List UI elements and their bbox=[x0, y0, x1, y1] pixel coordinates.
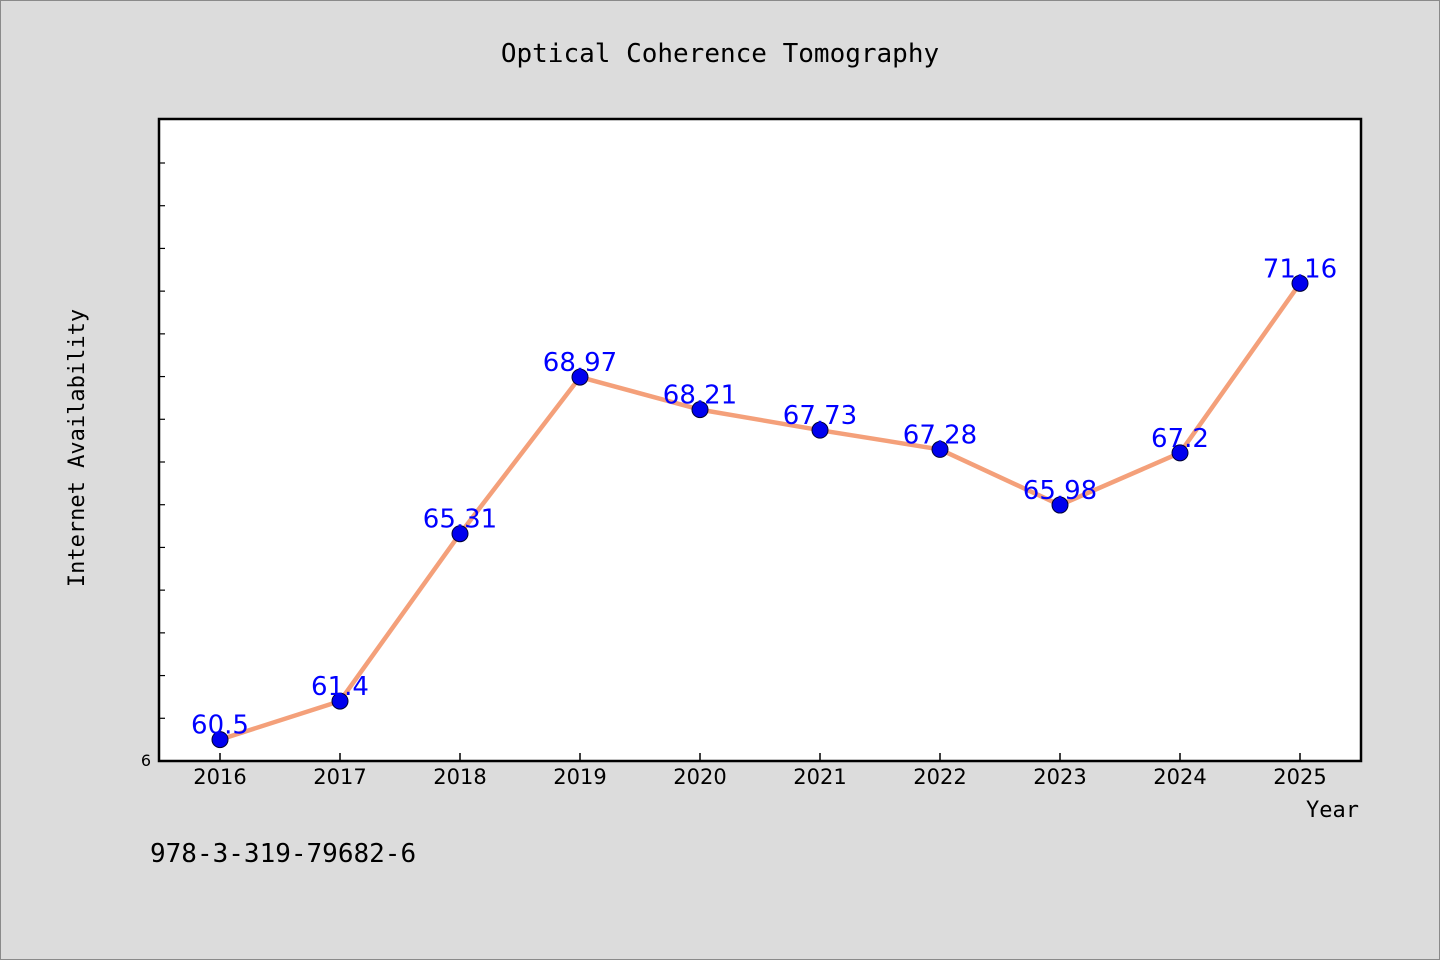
data-label: 67.73 bbox=[783, 401, 857, 431]
data-label: 68.97 bbox=[543, 348, 617, 378]
data-point bbox=[451, 525, 469, 543]
data-point bbox=[1051, 496, 1069, 514]
data-label: 67.2 bbox=[1151, 424, 1209, 454]
x-tick-label: 2022 bbox=[913, 765, 966, 789]
x-tick-label: 2018 bbox=[433, 765, 486, 789]
x-tick-label: 2017 bbox=[313, 765, 366, 789]
x-tick-label: 2025 bbox=[1273, 765, 1326, 789]
y-tick-label: 6 bbox=[141, 751, 151, 770]
data-point bbox=[691, 401, 709, 419]
data-label: 60.5 bbox=[191, 711, 249, 741]
x-tick-label: 2023 bbox=[1033, 765, 1086, 789]
data-label: 61.4 bbox=[311, 672, 369, 702]
y-axis-ticks: 6 bbox=[141, 162, 165, 770]
data-point bbox=[331, 692, 349, 710]
data-point bbox=[571, 368, 589, 386]
series-line: 60.5 61.4 65.31 68.97 68.21 67.73 67.28 65.98 67… bbox=[191, 254, 1337, 749]
data-label: 71.16 bbox=[1263, 254, 1337, 284]
footnote-isbn: 978-3-319-79682-6 bbox=[150, 839, 416, 869]
data-label: 67.28 bbox=[903, 420, 977, 450]
data-label: 68.21 bbox=[663, 381, 737, 411]
data-point bbox=[211, 731, 229, 749]
y-axis-label: Internet Availability bbox=[65, 309, 90, 587]
x-axis-ticks: 2016 2017 2018 2019 2020 2021 2022 2023 2024 2025 bbox=[193, 753, 1327, 789]
x-tick-label: 2024 bbox=[1153, 765, 1206, 789]
plot-area bbox=[157, 117, 1363, 763]
x-axis-label: Year bbox=[1306, 798, 1359, 823]
data-label: 65.31 bbox=[423, 505, 497, 535]
data-point bbox=[1171, 444, 1189, 462]
chart-title: Optical Coherence Tomography bbox=[501, 39, 939, 69]
x-tick-label: 2020 bbox=[673, 765, 726, 789]
data-point bbox=[811, 421, 829, 439]
x-tick-label: 2016 bbox=[193, 765, 246, 789]
x-tick-label: 2019 bbox=[553, 765, 606, 789]
data-label: 65.98 bbox=[1023, 476, 1097, 506]
series-line-path bbox=[219, 282, 1302, 742]
data-point bbox=[931, 440, 949, 458]
x-tick-label: 2021 bbox=[793, 765, 846, 789]
data-point bbox=[1291, 274, 1309, 292]
